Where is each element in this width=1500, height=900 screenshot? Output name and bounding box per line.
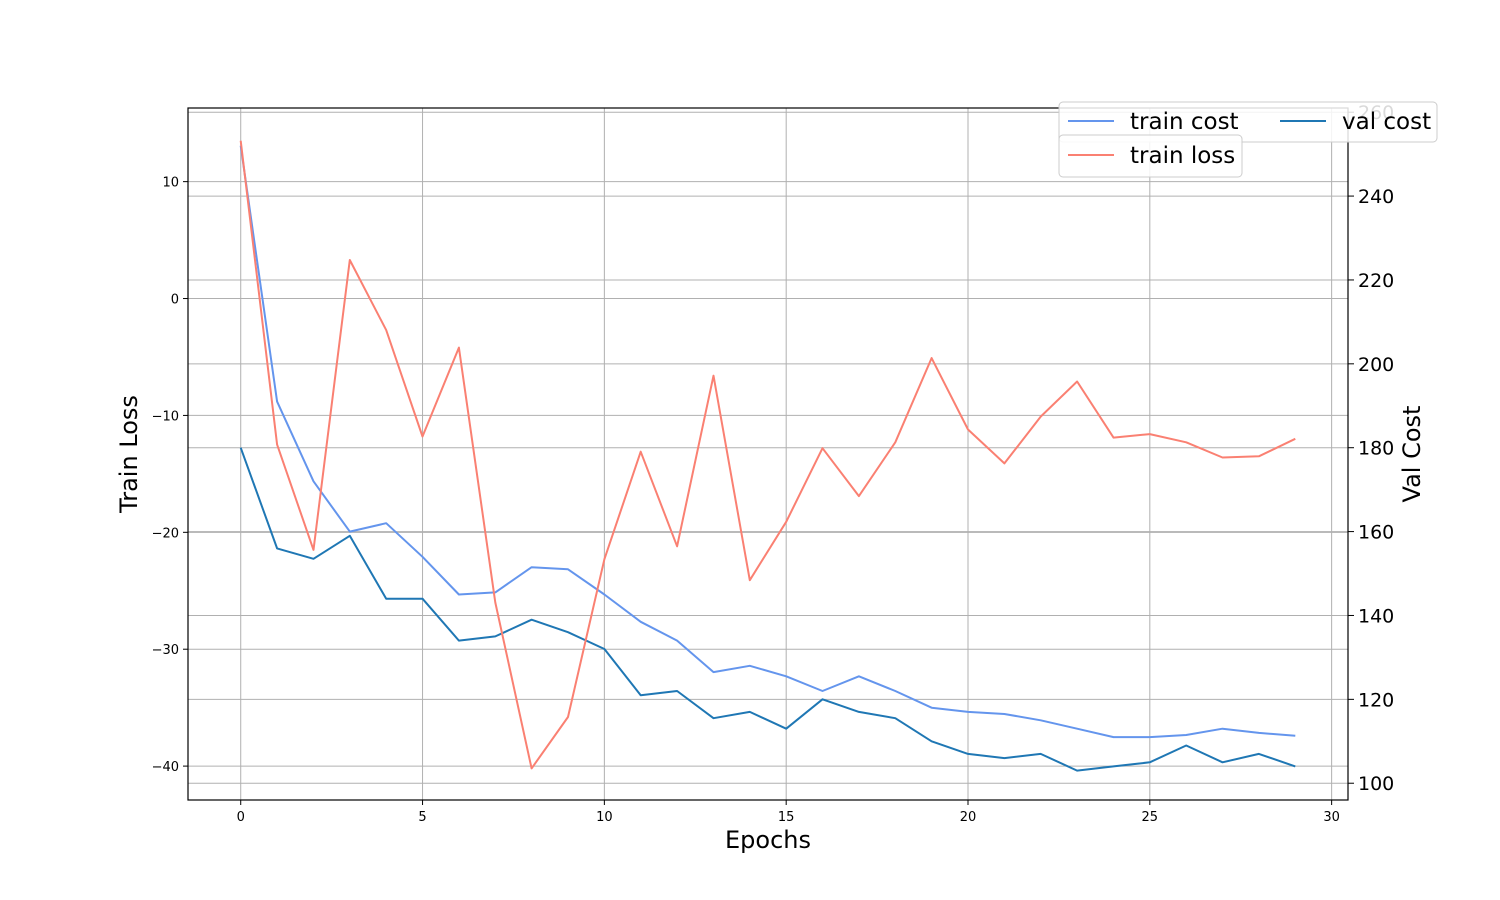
right-y-tick-label: 160: [1358, 522, 1394, 544]
grid: [188, 108, 1348, 800]
x-tick-label: 30: [1323, 810, 1340, 825]
left-y-tick-label: 0: [171, 293, 179, 308]
right-y-tick-label: 120: [1358, 689, 1394, 711]
x-tick-label: 0: [237, 810, 245, 825]
series-lines: [239, 140, 1296, 772]
series-line-train-loss: [239, 140, 1296, 770]
legend-label: train cost: [1130, 109, 1239, 135]
series-line-train-cost: [239, 145, 1296, 739]
right-y-tick-label: 100: [1358, 773, 1394, 795]
legend-label: train loss: [1130, 143, 1235, 169]
x-tick-label: 5: [418, 810, 426, 825]
right-y-tick-label: 140: [1358, 605, 1394, 627]
series-line-val-cost: [239, 447, 1296, 772]
legend-box-left-axis: [1058, 134, 1243, 178]
legend-label: val cost: [1342, 109, 1431, 135]
x-tick-label: 20: [960, 810, 977, 825]
plot-frame: [187, 107, 1349, 801]
right-y-tick-label: 200: [1358, 354, 1394, 376]
right-y-tick-label: 180: [1358, 438, 1394, 460]
left-y-tick-label: −20: [152, 526, 179, 541]
legend: train cost val cost train loss: [1058, 101, 1438, 178]
right-y-axis-label: Val Cost: [1398, 406, 1426, 503]
x-axis-label: Epochs: [725, 826, 811, 854]
left-y-tick-label: −10: [152, 409, 179, 424]
left-y-axis-label: Train Loss: [115, 395, 143, 514]
legend-box-right-axis: [1058, 101, 1438, 143]
x-tick-label: 10: [596, 810, 613, 825]
axis-ticks: 0 5 10 15 20 25 30 −40 −30 −20 −10 0 10 100 120 140 160 1…: [152, 102, 1395, 825]
left-y-tick-label: −40: [152, 760, 179, 775]
right-y-tick-label: 220: [1358, 270, 1394, 292]
right-y-tick-label: 240: [1358, 186, 1394, 208]
left-y-tick-label: 10: [162, 176, 179, 191]
x-tick-label: 25: [1142, 810, 1159, 825]
x-tick-label: 15: [778, 810, 795, 825]
left-y-tick-label: −30: [152, 643, 179, 658]
